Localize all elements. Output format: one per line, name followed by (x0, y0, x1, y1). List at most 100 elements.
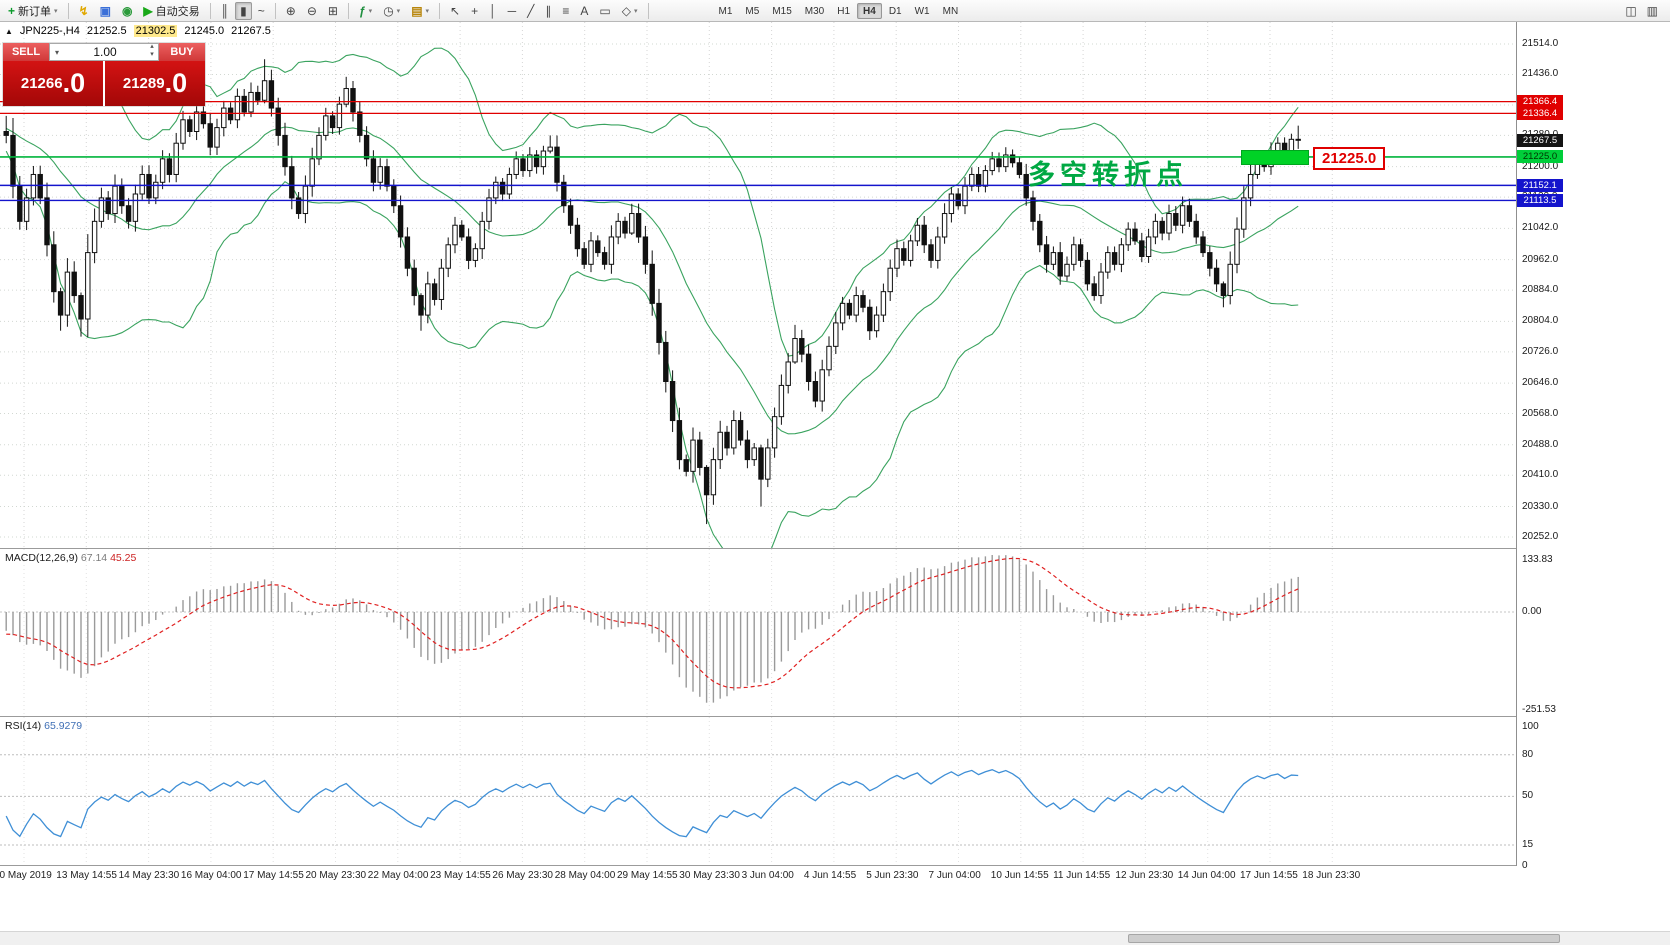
crosshair-button[interactable]: + (466, 2, 483, 20)
toolbar-right-group: ◫ ▥ (1620, 2, 1663, 20)
shift-marker-icon: ▲ (5, 26, 13, 36)
community-button[interactable]: ◉ (117, 2, 137, 20)
toolbar-separator (647, 2, 649, 19)
ohlc-high: 21302.5 (133, 25, 178, 37)
time-axis-label: 30 May 23:30 (679, 870, 740, 881)
panel-separator[interactable] (0, 716, 1516, 717)
timeframe-w1-button[interactable]: W1 (914, 5, 930, 17)
fibonacci-button[interactable]: ≡ (557, 2, 574, 20)
timeframe-m30-button[interactable]: M30 (804, 5, 825, 17)
sell-price-frac: .0 (62, 68, 86, 98)
macd-value-1: 67.14 (80, 552, 108, 564)
volume-dropdown-icon[interactable]: ▾ (54, 47, 59, 57)
toolbar-separator (209, 2, 211, 19)
main-chart-canvas[interactable] (0, 22, 1516, 549)
vertical-line-button[interactable]: │ (484, 2, 502, 20)
metaeditor-button[interactable]: ↯ (74, 2, 94, 20)
indicators-button[interactable]: ƒ ▾ (354, 2, 377, 20)
buy-button[interactable]: BUY (159, 43, 205, 61)
price-tag-21267.5: 21267.5 (1517, 133, 1563, 147)
timeframe-d1-button[interactable]: D1 (888, 5, 902, 17)
buy-price-button[interactable]: 21289.0 (105, 61, 205, 106)
trendline-button[interactable]: ╱ (522, 2, 539, 20)
shapes-button-icon: ◇ (621, 3, 631, 18)
shapes-button[interactable]: ◇ ▾ (617, 2, 643, 20)
arrow-label-button[interactable]: ▭ (594, 2, 615, 20)
chart-list-button-icon: ▥ (1646, 3, 1658, 18)
chart-annotation-text[interactable]: 多空转折点 (1028, 160, 1188, 190)
new-order-button-icon: + (8, 3, 16, 18)
time-axis-label: 29 May 14:55 (617, 870, 678, 881)
new-order-button[interactable]: + 新订单 ▾ (3, 2, 63, 20)
vertical-line-button-icon: │ (489, 3, 497, 18)
zoom-out-button[interactable]: ⊖ (302, 2, 322, 20)
line-chart-button-icon: ~ (257, 3, 265, 18)
autotrading-button-icon: ▶ (143, 3, 153, 18)
timeframe-m15-button[interactable]: M15 (772, 5, 792, 17)
price-axis-label: 20962.0 (1522, 253, 1559, 265)
indicators-button-icon: ƒ (358, 3, 366, 18)
chart-list-button[interactable]: ▥ (1642, 2, 1663, 20)
periods-button[interactable]: ◷ ▾ (378, 2, 405, 20)
macd-label: MACD(12,26,9) 67.14 45.25 (5, 552, 136, 564)
volume-down-button[interactable]: ▾ (150, 51, 154, 58)
trendline-button-icon: ╱ (527, 3, 535, 18)
candlestick-chart-button[interactable]: ▮ (235, 1, 252, 20)
panel-separator[interactable] (0, 548, 1516, 549)
new-order-button-label: 新订单 (18, 5, 52, 18)
windows-button[interactable]: ◫ (1620, 2, 1641, 20)
scrollbar-thumb[interactable] (1128, 934, 1560, 943)
time-axis-label: 5 Jun 23:30 (866, 870, 919, 881)
time-axis-label: 7 Jun 04:00 (928, 870, 981, 881)
volume-spin: ▴ ▾ (146, 43, 158, 60)
terminal-button[interactable]: ▣ (95, 2, 116, 20)
price-axis[interactable]: 21514.021436.021358.021280.021200.021122… (1517, 0, 1669, 945)
chart-info: ▲ JPN225-,H4 21252.5 21302.5 21245.0 212… (5, 25, 271, 37)
bar-chart-button[interactable]: ║ (216, 2, 235, 20)
text-button[interactable]: A (575, 2, 593, 20)
price-axis-label: 20726.0 (1522, 345, 1559, 357)
macd-value-2: 45.25 (110, 552, 137, 564)
time-axis-label: 12 Jun 23:30 (1115, 870, 1174, 881)
highlight-rectangle[interactable] (1241, 150, 1309, 165)
timeframe-h1-button[interactable]: H1 (837, 5, 851, 17)
cursor-button[interactable]: ↖ (445, 2, 465, 20)
price-axis-label: 20884.0 (1522, 284, 1559, 296)
horizontal-line-button[interactable]: ─ (503, 2, 522, 20)
zoom-in-button[interactable]: ⊕ (281, 2, 301, 20)
macd-axis-label: -251.53 (1522, 703, 1556, 715)
sell-price-button[interactable]: 21266.0 (3, 61, 103, 106)
buy-price-frac: .0 (164, 68, 188, 98)
price-axis-label: 20488.0 (1522, 438, 1559, 450)
time-axis-label: 10 May 2019 (0, 870, 52, 881)
timeframe-h4-button[interactable]: H4 (857, 2, 882, 19)
macd-panel-canvas[interactable] (0, 549, 1516, 717)
timeframe-mn-button[interactable]: MN (942, 5, 959, 17)
fibonacci-button-icon: ≡ (562, 3, 570, 18)
autotrading-button[interactable]: ▶ 自动交易 (138, 2, 204, 20)
time-axis-label: 14 Jun 04:00 (1177, 870, 1236, 881)
line-chart-button[interactable]: ~ (253, 2, 270, 20)
price-axis-label: 20568.0 (1522, 407, 1559, 419)
sell-button[interactable]: SELL (3, 43, 49, 61)
tile-windows-button[interactable]: ⊞ (323, 2, 343, 20)
candlestick-chart-button-icon: ▮ (240, 3, 247, 18)
timeframe-m5-button[interactable]: M5 (745, 5, 760, 17)
price-callout-label[interactable]: 21225.0 (1313, 147, 1386, 170)
channel-button[interactable]: ∥ (540, 2, 556, 20)
terminal-button-icon: ▣ (99, 3, 111, 18)
sell-price-main: 21266 (20, 75, 63, 92)
time-axis-label: 18 Jun 23:30 (1302, 870, 1361, 881)
time-axis-label: 17 Jun 14:55 (1240, 870, 1298, 881)
periods-button-icon: ◷ (383, 3, 394, 18)
windows-button-icon: ◫ (1625, 3, 1637, 18)
volume-stepper[interactable]: ▾ 1.00 ▴ ▾ (49, 43, 159, 61)
chart-symbol: JPN225-,H4 (19, 25, 80, 37)
price-axis-label: 21200.0 (1522, 160, 1559, 172)
timeframe-m1-button[interactable]: M1 (718, 5, 733, 17)
templates-button[interactable]: ▤ ▾ (406, 2, 434, 20)
rsi-panel-canvas[interactable] (0, 717, 1516, 866)
volume-up-button[interactable]: ▴ (150, 43, 154, 50)
